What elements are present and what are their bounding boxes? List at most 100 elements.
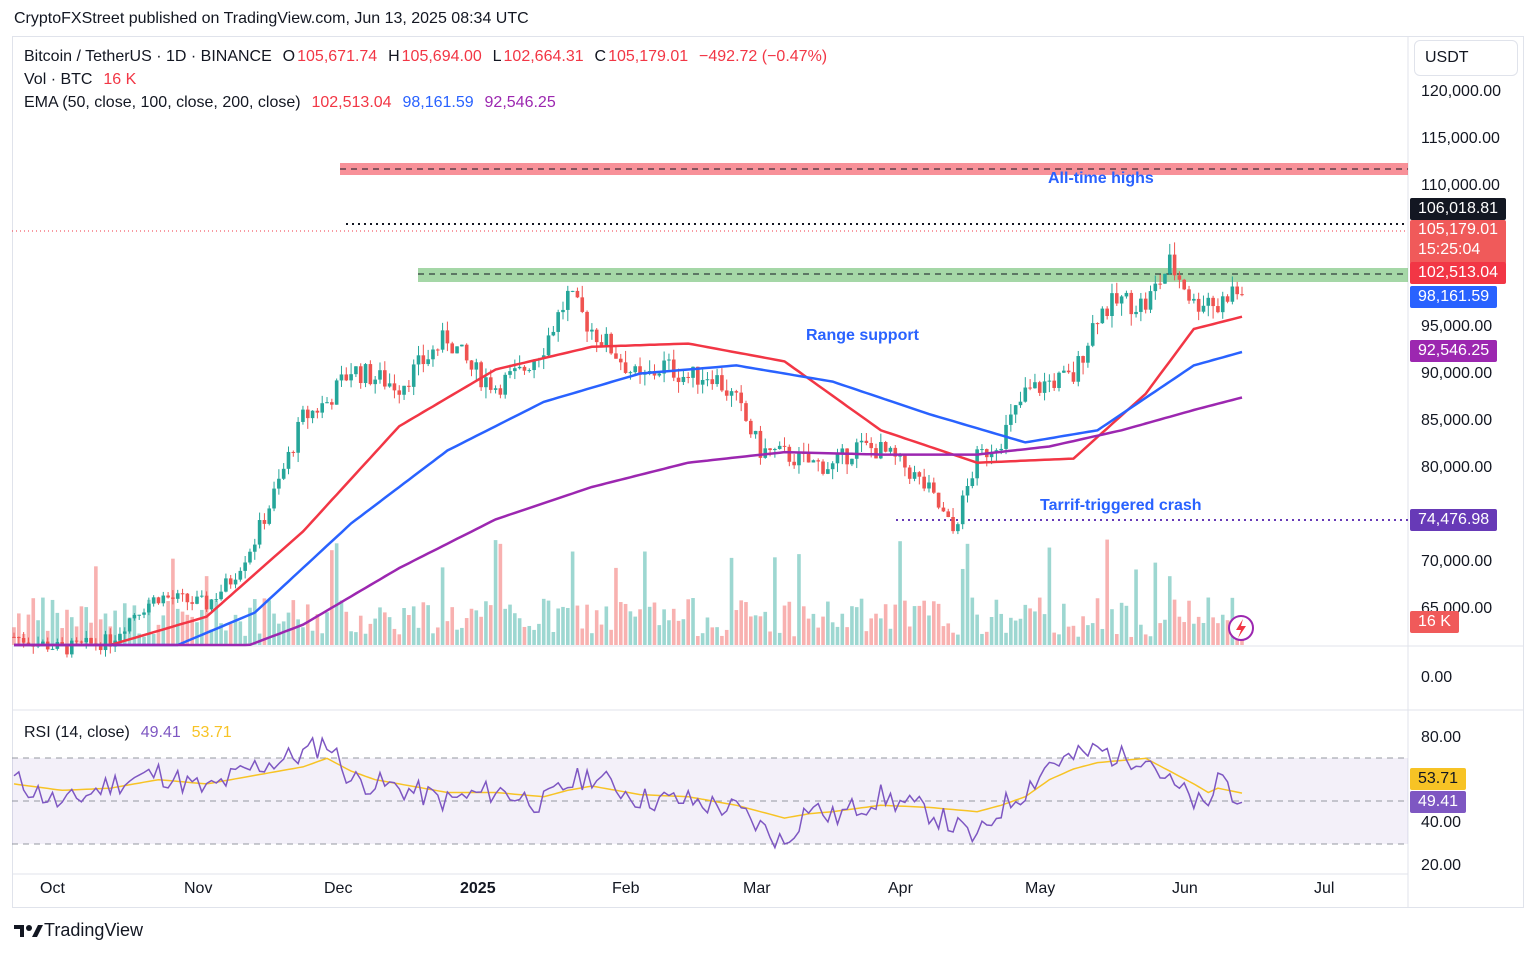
- candle-body: [556, 312, 560, 332]
- candle-body: [1196, 298, 1201, 312]
- candle-body: [339, 374, 344, 381]
- candle-body: [1211, 297, 1215, 307]
- candle-body: [869, 442, 873, 449]
- volume-bar: [74, 626, 79, 645]
- candle-body: [845, 448, 849, 465]
- candle-body: [864, 440, 869, 443]
- candle-body: [267, 508, 272, 524]
- candle-body: [546, 335, 551, 356]
- ema200-badge: 92,546.25: [1410, 340, 1498, 362]
- candle-body: [1220, 296, 1225, 313]
- candle-body: [132, 614, 137, 619]
- candle-body: [618, 358, 623, 363]
- candle-body: [334, 380, 339, 405]
- candle-body: [1100, 308, 1105, 324]
- volume-bar: [41, 597, 45, 645]
- volume-bar: [1196, 616, 1201, 645]
- lightning-icon[interactable]: [1228, 615, 1254, 641]
- volume-bar: [816, 627, 821, 645]
- candle-body: [354, 366, 358, 375]
- candle-body: [1177, 275, 1182, 280]
- candle-body: [450, 343, 455, 354]
- candle-body: [233, 579, 238, 585]
- tradingview-brand[interactable]: TradingView: [14, 920, 143, 941]
- volume-bar: [1100, 628, 1105, 645]
- volume-bar: [811, 613, 816, 645]
- volume-bar: [1211, 617, 1215, 645]
- volume-bar: [1057, 634, 1061, 645]
- ohlc-legend: Bitcoin / TetherUS · 1D · BINANCE O 105,6…: [24, 48, 829, 66]
- ema-label[interactable]: EMA (50, close, 100, close, 200, close): [24, 94, 301, 111]
- candle-body: [1240, 294, 1244, 296]
- candle-body: [1124, 292, 1129, 297]
- candle-body: [252, 544, 257, 552]
- candle-body: [623, 362, 628, 373]
- volume-bar: [676, 620, 681, 645]
- rsi-ma-badge: 53.71: [1410, 768, 1467, 790]
- symbol-label[interactable]: Bitcoin / TetherUS · 1D · BINANCE: [24, 48, 272, 65]
- volume-bar: [980, 633, 984, 645]
- candle-body: [527, 370, 532, 372]
- volume-bar: [975, 614, 979, 645]
- candle-body: [1158, 283, 1162, 285]
- candles: [12, 242, 1244, 658]
- volume-bar: [845, 627, 849, 645]
- candle-body: [214, 599, 219, 601]
- candle-body: [296, 421, 300, 453]
- volume-bar: [922, 600, 926, 645]
- volume-bar: [132, 605, 137, 645]
- candle-body: [513, 368, 517, 372]
- candle-body: [941, 507, 946, 512]
- volume-bar: [1071, 625, 1076, 645]
- volume-bar: [69, 617, 74, 645]
- rsi-label[interactable]: RSI (14, close): [24, 724, 130, 741]
- volume-bar: [1129, 636, 1134, 645]
- close-label: C: [594, 48, 607, 65]
- candle-body: [1028, 387, 1032, 389]
- volume-bar: [493, 540, 498, 645]
- volume-bar: [575, 605, 580, 645]
- candle-body: [989, 452, 994, 458]
- volume-label[interactable]: Vol · BTC: [24, 71, 93, 88]
- candle-body: [657, 373, 662, 376]
- volume-bar: [320, 633, 325, 645]
- candle-body: [238, 570, 243, 580]
- candle-body: [590, 329, 594, 332]
- candle-body: [209, 599, 214, 610]
- candle-body: [1090, 323, 1095, 346]
- volume-bar: [1225, 620, 1230, 645]
- candle-body: [787, 446, 792, 462]
- volume-bar: [541, 598, 546, 645]
- candle-body: [830, 463, 835, 470]
- volume-bar: [296, 619, 300, 645]
- open-value: 105,671.74: [297, 48, 378, 65]
- volume-bar: [835, 626, 840, 645]
- candle-body: [782, 445, 787, 447]
- volume-bar: [305, 604, 310, 645]
- volume-bar: [1062, 603, 1066, 645]
- time-tick: Feb: [612, 880, 640, 897]
- volume-bar: [175, 608, 180, 645]
- volume-bar: [994, 599, 999, 645]
- volume-bar: [325, 612, 329, 645]
- ema50-badge: 102,513.04: [1410, 262, 1507, 284]
- volume-bar: [272, 613, 276, 645]
- volume-bar: [604, 606, 609, 645]
- volume-bar: [758, 616, 763, 645]
- candle-body: [243, 562, 247, 571]
- volume-bar: [498, 543, 503, 645]
- candle-body: [821, 461, 825, 474]
- candle-body: [65, 645, 69, 655]
- volume-bar: [508, 604, 512, 645]
- candle-body: [1230, 286, 1235, 302]
- volume-bar: [1018, 618, 1023, 645]
- volume-bar: [854, 607, 859, 645]
- candle-body: [484, 377, 488, 388]
- candle-body: [1225, 296, 1230, 302]
- volume-bar: [378, 607, 382, 645]
- high-value: 105,694.00: [401, 48, 482, 65]
- candle-body: [445, 330, 450, 344]
- currency-selector[interactable]: USDT: [1414, 40, 1518, 76]
- price-tick: 95,000.00: [1421, 318, 1493, 335]
